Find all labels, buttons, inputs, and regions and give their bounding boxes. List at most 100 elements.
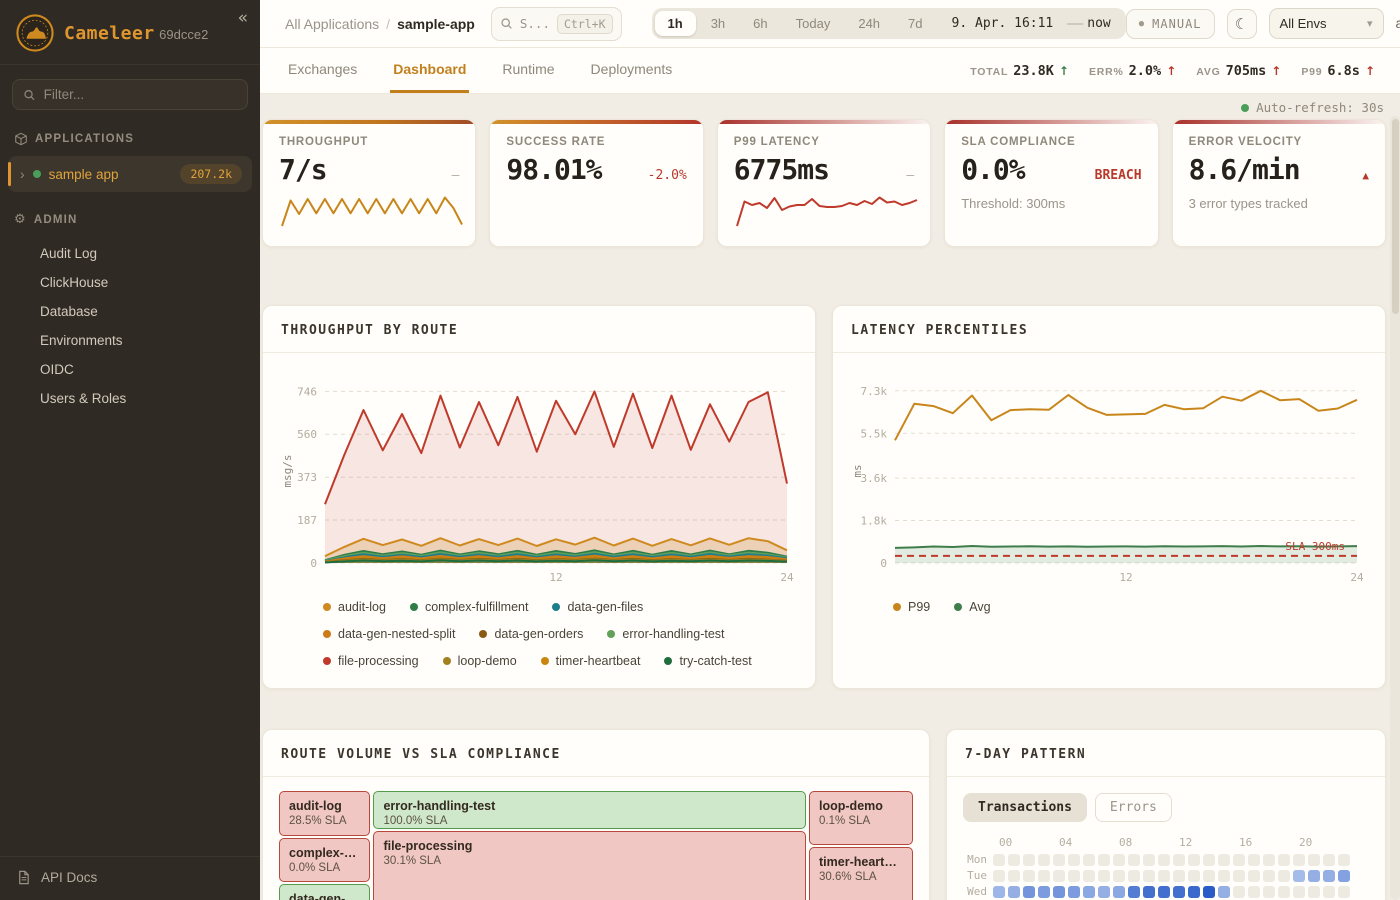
heatmap-cell[interactable] xyxy=(1158,853,1170,866)
heatmap-cell[interactable] xyxy=(1278,869,1290,882)
heatmap-cell[interactable] xyxy=(1158,869,1170,882)
heatmap-cell[interactable] xyxy=(1083,869,1095,882)
range-6h[interactable]: 6h xyxy=(740,11,780,36)
heatmap-cell[interactable] xyxy=(1083,885,1095,898)
heatmap-cell[interactable] xyxy=(1068,853,1080,866)
chevron-right-icon[interactable]: › xyxy=(20,166,25,182)
heatmap-cell[interactable] xyxy=(1098,885,1110,898)
heatmap-cell[interactable] xyxy=(1128,853,1140,866)
heatmap-cell[interactable] xyxy=(1263,853,1275,866)
heatmap-cell[interactable] xyxy=(1173,885,1185,898)
heatmap-cell[interactable] xyxy=(1248,869,1260,882)
heatmap-cell[interactable] xyxy=(1038,869,1050,882)
legend-item-P99[interactable]: P99 xyxy=(893,600,930,614)
range-7d[interactable]: 7d xyxy=(895,11,935,36)
heatmap-cell[interactable] xyxy=(1233,853,1245,866)
heatmap-cell[interactable] xyxy=(1158,885,1170,898)
range-24h[interactable]: 24h xyxy=(845,11,893,36)
heatmap-cell[interactable] xyxy=(1338,853,1350,866)
legend-item-loop-demo[interactable]: loop-demo xyxy=(442,654,517,668)
tab-runtime[interactable]: Runtime xyxy=(502,61,555,77)
treemap-cell-complex-fulfillment[interactable]: complex-fulfillment0.0% SLA xyxy=(279,838,371,882)
heatmap-cell[interactable] xyxy=(1128,885,1140,898)
treemap-cell-file-processing[interactable]: file-processing 30.1% SLA xyxy=(373,830,806,900)
heatmap-cell[interactable] xyxy=(1173,869,1185,882)
tab-deployments[interactable]: Deployments xyxy=(590,61,673,77)
heatmap-cell[interactable] xyxy=(1068,869,1080,882)
legend-item-timer-heartbeat[interactable]: timer-heartbeat xyxy=(540,654,640,668)
heatmap-cell[interactable] xyxy=(1188,869,1200,882)
heatmap-cell[interactable] xyxy=(1323,869,1335,882)
heatmap-cell[interactable] xyxy=(1098,869,1110,882)
legend-item-try-catch-test[interactable]: try-catch-test xyxy=(664,654,752,668)
heatmap-cell[interactable] xyxy=(1278,853,1290,866)
heatmap-cell[interactable] xyxy=(1278,885,1290,898)
heatmap-cell[interactable] xyxy=(993,885,1005,898)
range-3h[interactable]: 3h xyxy=(698,11,738,36)
heatmap-cell[interactable] xyxy=(1308,885,1320,898)
treemap-cell-audit-log[interactable]: audit-log 28.5% SLA xyxy=(279,791,371,837)
heatmap-cell[interactable] xyxy=(993,869,1005,882)
manual-refresh-button[interactable]: ● MANUAL xyxy=(1125,8,1215,39)
sidebar-item-users-roles[interactable]: Users & Roles xyxy=(40,391,127,406)
heatmap-cell[interactable] xyxy=(1038,885,1050,898)
toggle-errors[interactable]: Errors xyxy=(1094,793,1172,822)
heatmap-cell[interactable] xyxy=(1263,885,1275,898)
heatmap-cell[interactable] xyxy=(1113,885,1125,898)
legend-item-complex-fulfillment[interactable]: complex-fulfillment xyxy=(409,600,528,614)
heatmap-cell[interactable] xyxy=(1053,869,1065,882)
heatmap-cell[interactable] xyxy=(1248,885,1260,898)
treemap-cell-loop-demo[interactable]: loop-demo 0.1% SLA xyxy=(809,791,913,845)
scrollbar-thumb[interactable] xyxy=(1391,119,1399,314)
sidebar-collapse-icon[interactable]: « xyxy=(237,8,248,28)
heatmap-cell[interactable] xyxy=(1008,885,1020,898)
range-today[interactable]: Today xyxy=(783,11,844,36)
heatmap-cell[interactable] xyxy=(1083,853,1095,866)
heatmap-cell[interactable] xyxy=(1293,885,1305,898)
breadcrumb-all-applications[interactable]: All Applications xyxy=(285,15,380,32)
heatmap-cell[interactable] xyxy=(1188,885,1200,898)
sidebar-filter[interactable] xyxy=(12,79,248,110)
heatmap-cell[interactable] xyxy=(1338,869,1350,882)
heatmap-cell[interactable] xyxy=(1008,869,1020,882)
heatmap-cell[interactable] xyxy=(1143,869,1155,882)
legend-item-data-gen-files[interactable]: data-gen-files xyxy=(552,600,643,614)
treemap-cell-error-handling-test[interactable]: error-handling-test 100.0% SLA xyxy=(373,791,806,829)
heatmap-cell[interactable] xyxy=(1203,885,1215,898)
heatmap-cell[interactable] xyxy=(1308,869,1320,882)
vertical-scrollbar[interactable] xyxy=(1390,116,1400,900)
sidebar-item-sample-app[interactable]: › sample app 207.2k xyxy=(8,156,252,192)
heatmap-cell[interactable] xyxy=(1218,885,1230,898)
heatmap-cell[interactable] xyxy=(1023,853,1035,866)
heatmap-cell[interactable] xyxy=(1068,885,1080,898)
toggle-transactions[interactable]: Transactions xyxy=(963,793,1087,822)
legend-item-audit-log[interactable]: audit-log xyxy=(323,600,386,614)
heatmap-cell[interactable] xyxy=(1323,885,1335,898)
heatmap-cell[interactable] xyxy=(1203,869,1215,882)
heatmap-cell[interactable] xyxy=(1023,869,1035,882)
heatmap-cell[interactable] xyxy=(1203,853,1215,866)
filter-input[interactable] xyxy=(43,87,237,102)
heatmap-cell[interactable] xyxy=(1293,853,1305,866)
heatmap-cell[interactable] xyxy=(993,853,1005,866)
heatmap-cell[interactable] xyxy=(1293,869,1305,882)
global-search[interactable]: S... Ctrl+K xyxy=(490,6,622,41)
heatmap-cell[interactable] xyxy=(1248,853,1260,866)
legend-item-Avg[interactable]: Avg xyxy=(954,600,991,614)
sidebar-item-api-docs[interactable]: API Docs xyxy=(0,856,260,900)
heatmap-cell[interactable] xyxy=(1338,885,1350,898)
heatmap-cell[interactable] xyxy=(1263,869,1275,882)
legend-item-data-gen-orders[interactable]: data-gen-orders xyxy=(479,627,583,641)
heatmap-cell[interactable] xyxy=(1143,885,1155,898)
range-to[interactable]: now xyxy=(1087,16,1111,31)
heatmap-cell[interactable] xyxy=(1233,885,1245,898)
heatmap-cell[interactable] xyxy=(1053,885,1065,898)
heatmap-cell[interactable] xyxy=(1038,853,1050,866)
sidebar-item-audit-log[interactable]: Audit Log xyxy=(40,246,98,261)
heatmap-cell[interactable] xyxy=(1113,853,1125,866)
heatmap-cell[interactable] xyxy=(1323,853,1335,866)
heatmap-cell[interactable] xyxy=(1308,853,1320,866)
sidebar-item-environments[interactable]: Environments xyxy=(40,333,123,348)
environment-select[interactable]: All Envs ▾ xyxy=(1268,8,1384,39)
tab-exchanges[interactable]: Exchanges xyxy=(288,61,358,77)
